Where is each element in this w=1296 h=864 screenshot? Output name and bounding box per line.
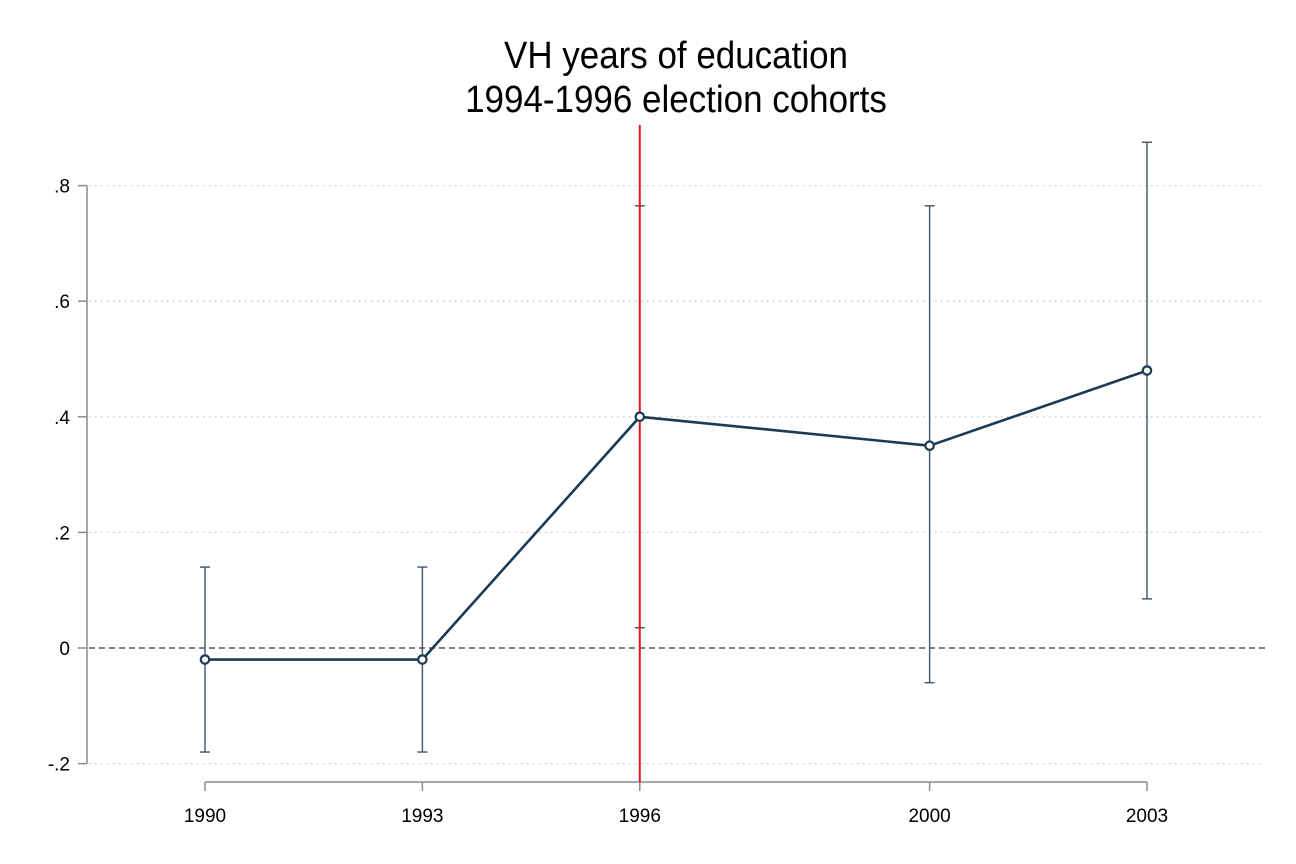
- series-line: [205, 369, 1148, 661]
- y-tick-label-2: .2: [54, 523, 70, 544]
- x-tick-label-3: 2000: [908, 806, 950, 827]
- chart-title: VH years of education 1994-1996 election…: [54, 34, 1296, 122]
- y-tick-label-3: .4: [54, 408, 70, 429]
- data-point-2: [634, 411, 646, 423]
- x-tick-label-0: 1990: [184, 806, 226, 827]
- y-tick-label-5: .8: [54, 177, 70, 198]
- data-point-0: [199, 654, 211, 665]
- y-tick-label-1: 0: [59, 639, 70, 660]
- data-point-4: [1141, 365, 1153, 376]
- y-tick-label-0: -.2: [48, 755, 70, 776]
- x-tick-label-2: 1996: [619, 806, 661, 827]
- data-point-3: [924, 440, 935, 451]
- x-tick-label-4: 2003: [1126, 806, 1168, 827]
- x-tick-label-1: 1993: [401, 806, 443, 827]
- y-tick-label-4: .6: [54, 292, 70, 313]
- title-line-2: 1994-1996 election cohorts: [465, 79, 887, 121]
- title-line-1: VH years of education: [504, 35, 848, 77]
- data-point-1: [417, 654, 428, 665]
